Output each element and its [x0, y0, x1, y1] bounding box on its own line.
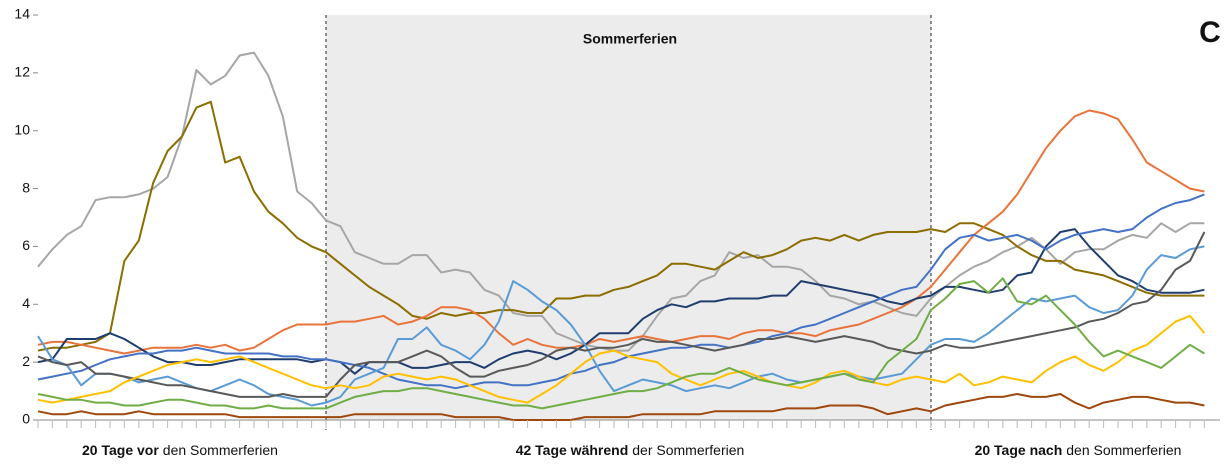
lines — [37, 51, 1206, 421]
y-tick-label: 4 — [22, 295, 30, 311]
ticks: 0 2 4 6 8 10 12 14 — [14, 6, 1205, 428]
shade-label: Sommerferien — [583, 31, 677, 47]
period-text: der Sommerferien — [632, 442, 744, 458]
y-tick-label: 0 — [22, 411, 30, 427]
series-line — [37, 314, 1206, 404]
y-tick-label: 12 — [14, 64, 30, 80]
series-line — [37, 109, 1205, 355]
y-tick-label: 10 — [14, 121, 30, 137]
period-label: 20 Tage vor den Sommerferien — [82, 442, 278, 458]
period-bold: 42 Tage während — [516, 442, 629, 458]
series-line — [37, 193, 1205, 390]
period-text: den Sommerferien — [163, 442, 278, 458]
period-text: den Sommerferien — [1066, 442, 1181, 458]
series-line — [37, 51, 1205, 352]
series-line — [37, 100, 1205, 352]
period-bold: 20 Tage vor — [82, 442, 159, 458]
series-line — [37, 231, 1206, 398]
y-tick-label: 6 — [22, 237, 30, 253]
series-line — [37, 393, 1205, 421]
period-label: 42 Tage während der Sommerferien — [516, 442, 745, 458]
series-line — [37, 228, 1205, 375]
series-line — [37, 245, 1205, 407]
panel-label: C — [1199, 16, 1221, 49]
y-tick-label: 8 — [22, 179, 30, 195]
holiday-shade — [326, 15, 931, 420]
y-tick-label: 2 — [22, 353, 30, 369]
series-line — [37, 277, 1205, 410]
period-bold: 20 Tage nach — [975, 442, 1063, 458]
period-label: 20 Tage nach den Sommerferien — [975, 442, 1182, 458]
y-tick-label: 14 — [14, 6, 30, 22]
